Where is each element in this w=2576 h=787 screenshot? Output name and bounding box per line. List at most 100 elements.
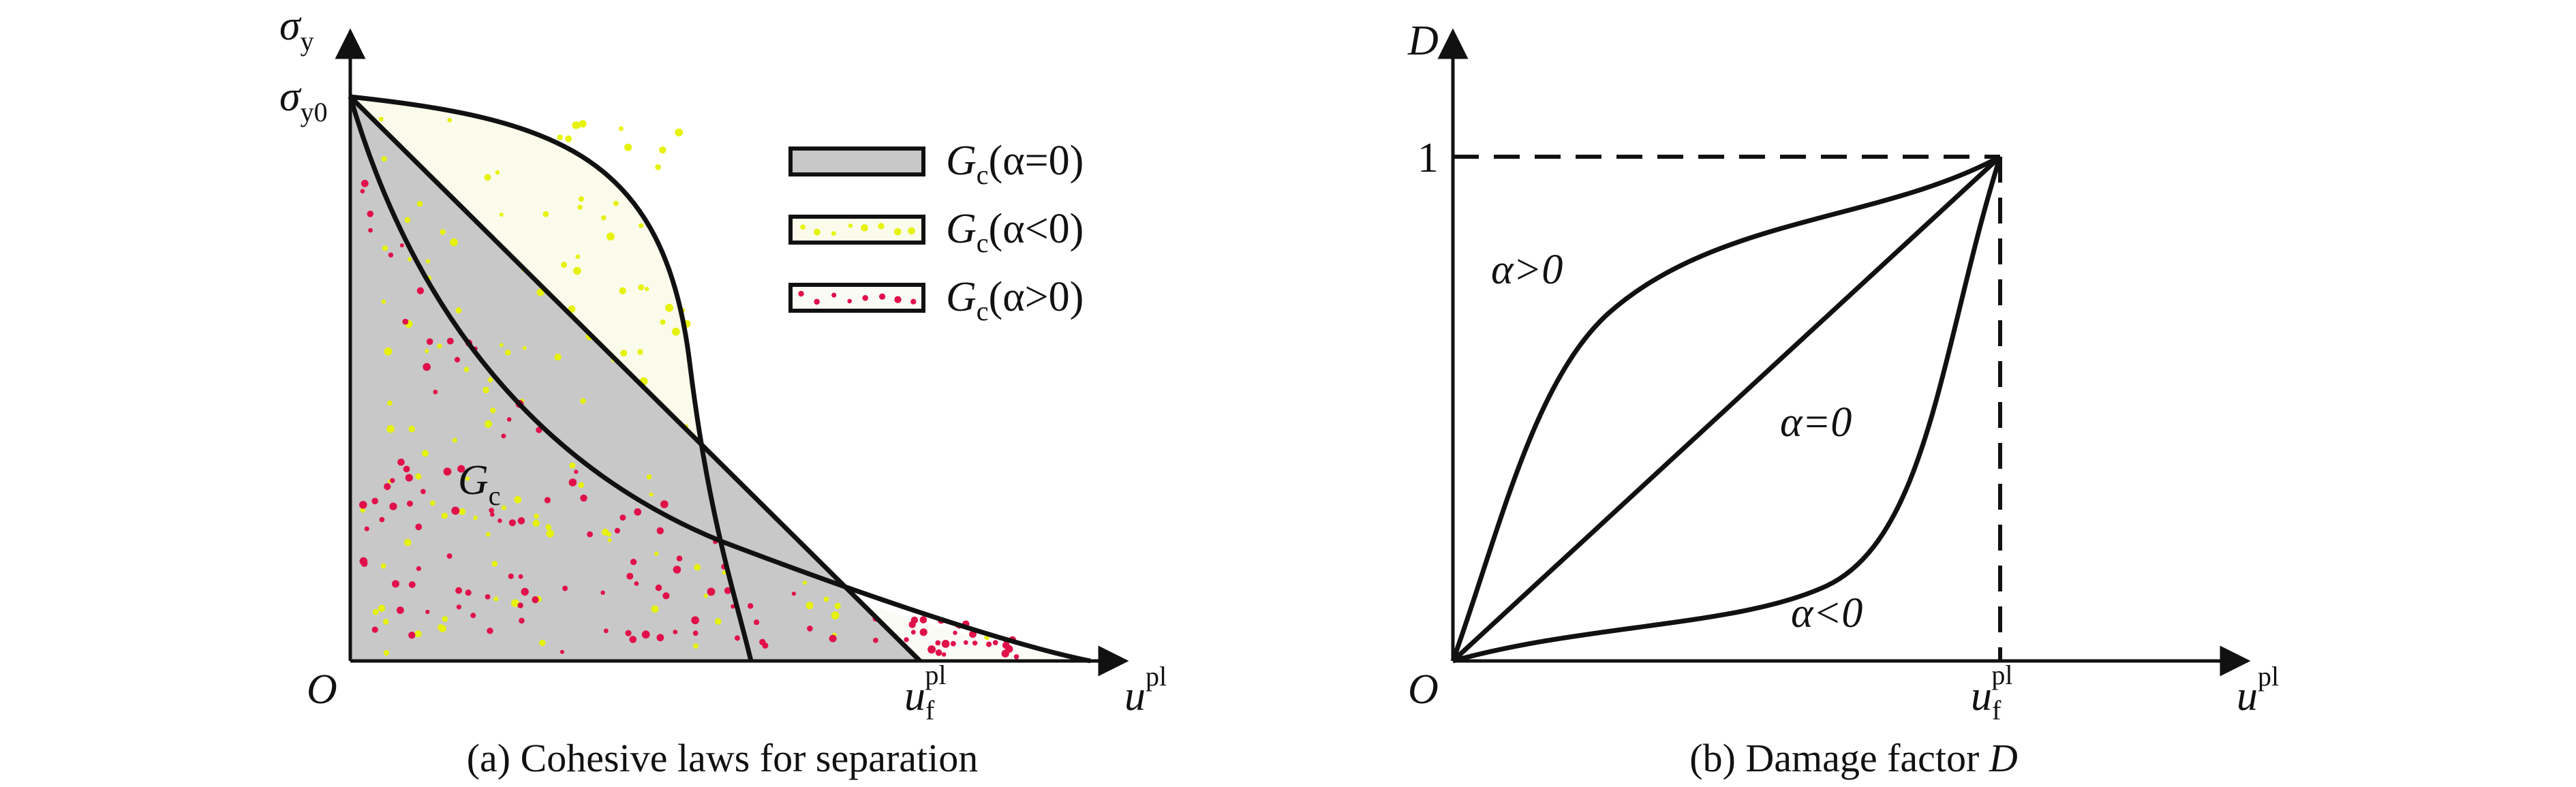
texture-dot [371, 626, 378, 633]
panel-a-y-tick-sigma-y0: σy0 [279, 74, 328, 127]
texture-dot [519, 617, 525, 624]
texture-dot [575, 254, 581, 260]
texture-dot [634, 581, 639, 586]
texture-dot [408, 257, 412, 262]
texture-dot [673, 566, 681, 574]
region-alpha-positive-extension [860, 601, 1090, 661]
texture-dot [386, 425, 395, 433]
legend-swatch-red [788, 283, 925, 313]
texture-dot [489, 508, 495, 513]
legend-label: Gc(α>0) [946, 274, 1084, 326]
texture-dot [919, 628, 927, 636]
texture-dot [807, 626, 813, 632]
texture-dot [408, 425, 415, 433]
texture-dot [416, 566, 422, 572]
texture-dot [387, 400, 393, 406]
texture-dot [544, 497, 551, 504]
texture-dot [437, 343, 442, 349]
texture-dot [433, 389, 438, 395]
texture-dot [953, 630, 957, 635]
texture-dot [676, 555, 683, 561]
texture-dot [521, 587, 529, 596]
texture-dot [506, 417, 512, 422]
texture-dot [992, 640, 998, 645]
texture-dot [656, 634, 664, 642]
texture-dot [380, 563, 386, 569]
texture-dot [367, 211, 374, 217]
texture-dot [388, 252, 394, 258]
curve-alpha-negative [1452, 155, 2003, 664]
texture-dot [579, 120, 587, 128]
texture-dot [625, 630, 632, 636]
texture-dot [574, 469, 579, 474]
texture-dot [813, 228, 821, 236]
texture-dot [495, 170, 500, 175]
panel-b-x-axis-label: upl [2237, 661, 2279, 720]
texture-dot [426, 338, 433, 345]
texture-dot [941, 640, 950, 648]
texture-dot [602, 528, 609, 536]
texture-dot [1013, 654, 1019, 660]
texture-dot [802, 581, 808, 585]
texture-dot [425, 259, 431, 264]
texture-dot [578, 482, 584, 489]
texture-dot [522, 345, 527, 350]
texture-dot [371, 497, 378, 505]
texture-dot [919, 616, 927, 623]
texture-dot [694, 564, 701, 571]
texture-dot [714, 618, 722, 625]
texture-dot [404, 217, 411, 223]
texture-dot [607, 232, 615, 241]
legend-label: Gc(α=0) [946, 138, 1084, 190]
texture-dot [814, 298, 820, 305]
texture-dot [655, 584, 662, 591]
texture-dot [546, 529, 554, 538]
texture-dot [501, 433, 506, 439]
texture-dot [455, 587, 463, 594]
texture-dot [440, 229, 446, 235]
texture-dot [381, 299, 386, 304]
texture-dot [403, 465, 410, 473]
texture-dot [378, 117, 384, 122]
texture-dot [360, 508, 365, 513]
texture-dot [532, 519, 540, 527]
texture-dot [722, 570, 726, 575]
texture-dot [878, 223, 885, 230]
texture-dot [671, 327, 680, 336]
texture-dot [405, 474, 413, 482]
texture-dot [587, 531, 593, 538]
texture-dot [485, 594, 491, 600]
legend-yellow-dots [800, 223, 915, 236]
texture-dot [624, 143, 632, 151]
texture-dot [518, 574, 523, 579]
texture-dot [660, 500, 669, 508]
texture-dot [359, 501, 367, 509]
texture-dot [662, 592, 670, 600]
texture-dot [511, 599, 519, 607]
texture-dot [637, 349, 643, 355]
texture-dot [848, 223, 853, 228]
texture-dot [649, 492, 654, 497]
texture-dot [504, 349, 511, 356]
texture-dot [847, 298, 852, 304]
curve-alpha-negative [350, 94, 754, 662]
texture-dot [603, 628, 609, 634]
texture-dot [429, 500, 435, 506]
panel-a-area-label-gc: Gc [458, 457, 501, 511]
texture-dot [439, 625, 446, 632]
texture-dot [619, 287, 626, 294]
texture-dot [630, 559, 637, 566]
curve-alpha-zero-linear [348, 95, 922, 663]
texture-dot [454, 356, 461, 363]
texture-dot [703, 593, 708, 598]
texture-dot [831, 611, 840, 620]
texture-dot [389, 502, 397, 510]
texture-dot [554, 353, 562, 361]
texture-dot [517, 602, 523, 608]
texture-dot [539, 639, 546, 647]
texture-dot [408, 632, 416, 639]
panel-a-x-axis-label: upl [1124, 661, 1167, 720]
texture-dot [442, 616, 448, 622]
texture-dot [487, 377, 493, 383]
